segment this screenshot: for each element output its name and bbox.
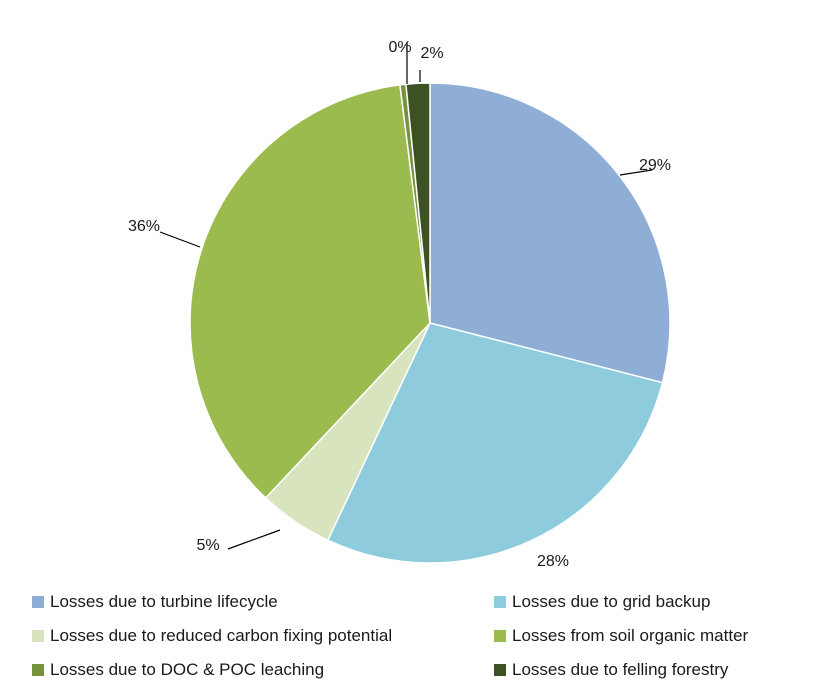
data-label: 29%	[639, 157, 671, 174]
pie-slice	[429, 82, 671, 384]
legend-swatch	[494, 630, 506, 642]
legend-label: Losses due to reduced carbon fixing pote…	[50, 626, 393, 645]
data-label: 2%	[420, 45, 443, 62]
legend-swatch	[494, 664, 506, 676]
data-label: 28%	[537, 553, 569, 570]
pie-slice	[405, 82, 431, 324]
legend-swatch	[32, 596, 44, 608]
legend-item: Losses due to reduced carbon fixing pote…	[32, 626, 392, 646]
legend-label: Losses due to felling forestry	[512, 660, 729, 679]
data-label: 5%	[196, 537, 219, 554]
legend-label: Losses due to DOC & POC leaching	[50, 660, 325, 679]
pie-slice	[189, 84, 431, 500]
legend-item: Losses due to turbine lifecycle	[32, 592, 278, 612]
data-label: 0%	[388, 39, 411, 56]
legend-swatch	[494, 596, 506, 608]
legend-item: Losses due to felling forestry	[494, 660, 728, 680]
legend: Losses due to turbine lifecycle Losses du…	[32, 590, 828, 695]
legend-item: Losses due to grid backup	[494, 592, 710, 612]
legend-label: Losses due to grid backup	[512, 592, 711, 611]
pie-chart: 29% 28% 5% 36% 0% 2%	[128, 39, 671, 570]
leader-line	[227, 529, 281, 550]
legend-swatch	[32, 630, 44, 642]
legend-item: Losses due to DOC & POC leaching	[32, 660, 324, 680]
legend-item: Losses from soil organic matter	[494, 626, 748, 646]
leader-line	[159, 231, 201, 248]
legend-swatch	[32, 664, 44, 676]
legend-label: Losses from soil organic matter	[512, 626, 749, 645]
pie-slice	[326, 322, 664, 564]
leader-line	[619, 169, 653, 176]
data-label: 36%	[128, 218, 160, 235]
legend-label: Losses due to turbine lifecycle	[50, 592, 278, 611]
